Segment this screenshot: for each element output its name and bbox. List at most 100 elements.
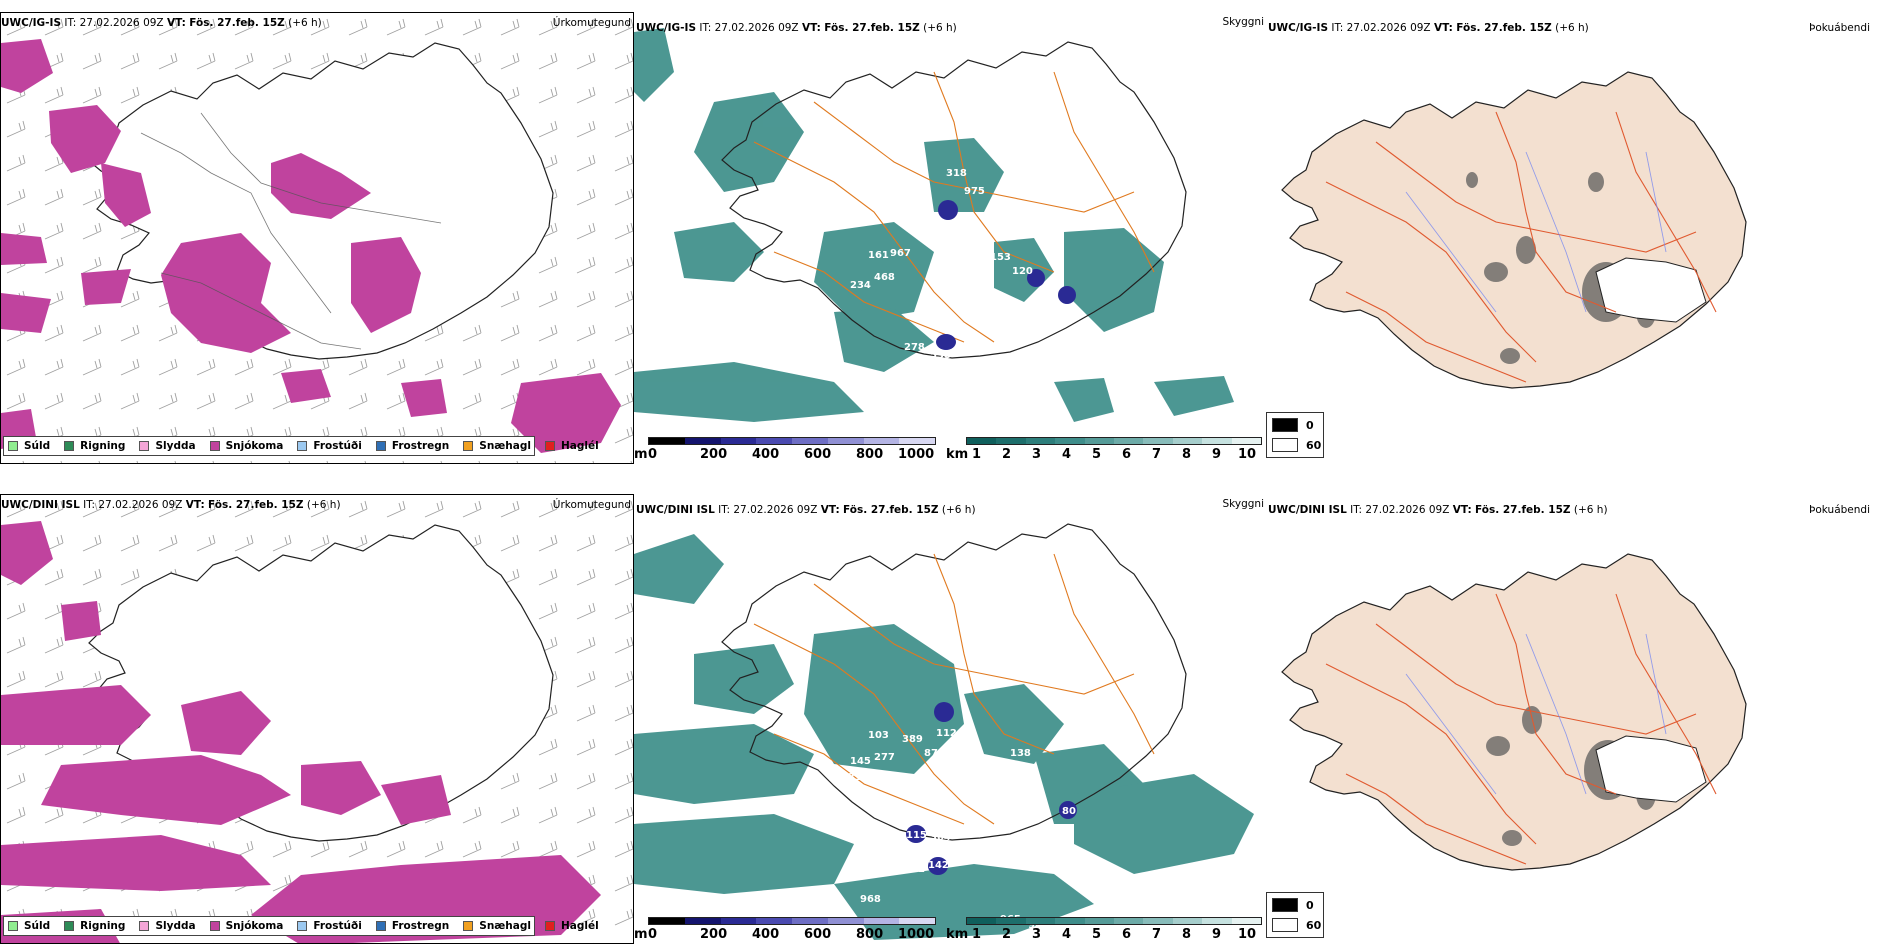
ceiling-tick: 0 bbox=[648, 927, 658, 942]
ceiling-colorbar-top: m 0 200 400 600 800 1000 bbox=[634, 437, 944, 464]
ceiling-label: 389 bbox=[902, 734, 923, 745]
legend-item-slydda: Slydda bbox=[139, 440, 196, 452]
visibility-tick: 4 bbox=[1062, 447, 1072, 462]
precip-legend-bottom: Súld Rigning Slydda Snjókoma Frostúði Fr… bbox=[3, 916, 599, 936]
ceiling-tick: 800 bbox=[856, 927, 884, 942]
ceiling-labels-top: 318 975 161 967 468 234 83 153 120 585 3… bbox=[800, 168, 1076, 399]
cloud-title-top: Skyggni bbox=[1222, 16, 1265, 28]
cloud-panel-top: 318 975 161 967 468 234 83 153 120 585 3… bbox=[634, 12, 1266, 464]
precip-map-top bbox=[1, 13, 633, 463]
ceiling-label: 68 bbox=[1062, 334, 1076, 345]
cloud-header-bottom: UWC/DINI ISL IT: 27.02.2026 09Z VT: Fös.… bbox=[636, 504, 976, 516]
fog-legend-dark: 0 bbox=[1306, 898, 1314, 912]
visibility-tick: 1 bbox=[972, 927, 982, 942]
precip-legend-top: Súld Rigning Slydda Snjókoma Frostúði Fr… bbox=[3, 436, 599, 456]
fog-legend-light: 60 bbox=[1306, 438, 1322, 452]
ceiling-tick: 800 bbox=[856, 447, 884, 462]
snow-areas bbox=[1, 39, 621, 453]
ceiling-label: 967 bbox=[890, 248, 911, 259]
visibility-tick: 3 bbox=[1032, 927, 1042, 942]
ceiling-label: 103 bbox=[868, 730, 889, 741]
fog-map-top bbox=[1281, 71, 1747, 389]
ceiling-colorbar-bottom: m 0 200 400 600 800 1000 bbox=[634, 917, 944, 944]
ceiling-label: 161 bbox=[868, 250, 889, 261]
ceiling-tick: 1000 bbox=[898, 927, 935, 942]
visibility-tick: 8 bbox=[1182, 447, 1192, 462]
precip-title-bottom: Úrkomutegund bbox=[552, 499, 631, 511]
legend-item-snaehagl: Snæhagl bbox=[463, 920, 531, 932]
ceiling-label: 80 bbox=[1062, 806, 1076, 817]
ceiling-label: 153 bbox=[990, 252, 1011, 263]
ceiling-label: 278 bbox=[904, 342, 925, 353]
legend-item-sudl: Súld bbox=[8, 440, 50, 452]
precip-map-bottom bbox=[1, 495, 633, 943]
visibility-tick: 10 bbox=[1238, 447, 1257, 462]
legend-item-rigning: Rigning bbox=[64, 920, 125, 932]
ceiling-label: 364 bbox=[930, 832, 951, 843]
visibility-tick: 6 bbox=[1122, 927, 1132, 942]
ceiling-label: 968 bbox=[860, 894, 881, 905]
ceiling-tick: 0 bbox=[648, 447, 658, 462]
visibility-tick: 10 bbox=[1238, 927, 1257, 942]
visibility-tick: 1 bbox=[972, 447, 982, 462]
cloud-title-bottom: Skyggni bbox=[1222, 498, 1265, 510]
ceiling-label: 538 bbox=[930, 350, 951, 361]
fog-title-top: Þokuábendi bbox=[1809, 22, 1870, 34]
ceiling-label: 965 bbox=[812, 354, 833, 365]
visibility-tick: 7 bbox=[1152, 447, 1162, 462]
fog-map-bottom bbox=[1281, 553, 1747, 871]
cloud-map-bottom: 103 389 112 871 145 277 310 138 723 80 1… bbox=[634, 523, 1254, 940]
visibility-tick: 4 bbox=[1062, 927, 1072, 942]
precip-panel-bottom: UWC/DINI ISL IT: 27.02.2026 09Z VT: Fös.… bbox=[0, 494, 634, 944]
ceiling-label: 168 bbox=[800, 308, 821, 319]
ceiling-label: 366 bbox=[908, 386, 929, 397]
fog-header-bottom: UWC/DINI ISL IT: 27.02.2026 09Z VT: Fös.… bbox=[1268, 504, 1608, 516]
legend-item-snjokoma: Snjókoma bbox=[209, 440, 283, 452]
cloud-panel-bottom: 103 389 112 871 145 277 310 138 723 80 1… bbox=[634, 494, 1266, 944]
fog-title-bottom: Þokuábendi bbox=[1809, 504, 1870, 516]
ceiling-label: 221 bbox=[904, 864, 925, 875]
ceiling-label: 112 bbox=[936, 728, 957, 739]
fog-legend-light: 60 bbox=[1306, 918, 1322, 932]
ceiling-label: 975 bbox=[964, 186, 985, 197]
legend-item-snaehagl: Snæhagl bbox=[463, 440, 531, 452]
visibility-tick: 7 bbox=[1152, 927, 1162, 942]
visibility-tick: 9 bbox=[1212, 927, 1222, 942]
legend-item-frostudi: Frostúði bbox=[297, 440, 362, 452]
cloud-map-top: 318 975 161 967 468 234 83 153 120 585 3… bbox=[634, 28, 1234, 422]
ceiling-label: 169 bbox=[906, 848, 927, 859]
ceiling-label: 468 bbox=[874, 272, 895, 283]
ceiling-label: 277 bbox=[874, 752, 895, 763]
ceiling-tick: 400 bbox=[752, 447, 780, 462]
precip-title-top: Úrkomutegund bbox=[552, 17, 631, 29]
visibility-tick: 8 bbox=[1182, 927, 1192, 942]
ceiling-label: 585 bbox=[1012, 306, 1033, 317]
visibility-unit: km bbox=[946, 447, 969, 462]
visibility-tick: 5 bbox=[1092, 447, 1102, 462]
ceiling-tick: 600 bbox=[804, 447, 832, 462]
ceiling-label: 983 bbox=[1028, 920, 1049, 931]
legend-item-sudl: Súld bbox=[8, 920, 50, 932]
ceiling-label: 234 bbox=[850, 280, 871, 291]
ceiling-unit: m bbox=[634, 447, 648, 462]
fog-legend-dark: 0 bbox=[1306, 418, 1314, 432]
ceiling-label: 871 bbox=[924, 748, 945, 759]
visibility-tick: 9 bbox=[1212, 447, 1222, 462]
visibility-colorbar-top: km 1 2 3 4 5 6 7 8 9 10 bbox=[946, 437, 1266, 464]
ceiling-tick: 400 bbox=[752, 927, 780, 942]
ceiling-labels-bottom: 103 389 112 871 145 277 310 138 723 80 1… bbox=[804, 728, 1076, 931]
ceiling-label: 375 bbox=[1054, 306, 1075, 317]
ceiling-label: 142 bbox=[928, 860, 949, 871]
ceiling-label: 125 bbox=[934, 388, 955, 399]
fog-header-top: UWC/IG-IS IT: 27.02.2026 09Z VT: Fös. 27… bbox=[1268, 22, 1589, 34]
precip-panel-top: UWC/IG-IS IT: 27.02.2026 09Z VT: Fös. 27… bbox=[0, 12, 634, 464]
visibility-tick: 3 bbox=[1032, 447, 1042, 462]
legend-item-frostudi: Frostúði bbox=[297, 920, 362, 932]
fog-panel-top: UWC/IG-IS IT: 27.02.2026 09Z VT: Fös. 27… bbox=[1266, 12, 1900, 464]
legend-item-frostregn: Frostregn bbox=[375, 920, 449, 932]
fog-panel-bottom: UWC/DINI ISL IT: 27.02.2026 09Z VT: Fös.… bbox=[1266, 494, 1900, 944]
ceiling-label: 310 bbox=[848, 772, 869, 783]
precip-header-top: UWC/IG-IS IT: 27.02.2026 09Z VT: Fös. 27… bbox=[1, 17, 322, 29]
ceiling-tick: 1000 bbox=[898, 447, 935, 462]
ceiling-tick: 200 bbox=[700, 447, 728, 462]
